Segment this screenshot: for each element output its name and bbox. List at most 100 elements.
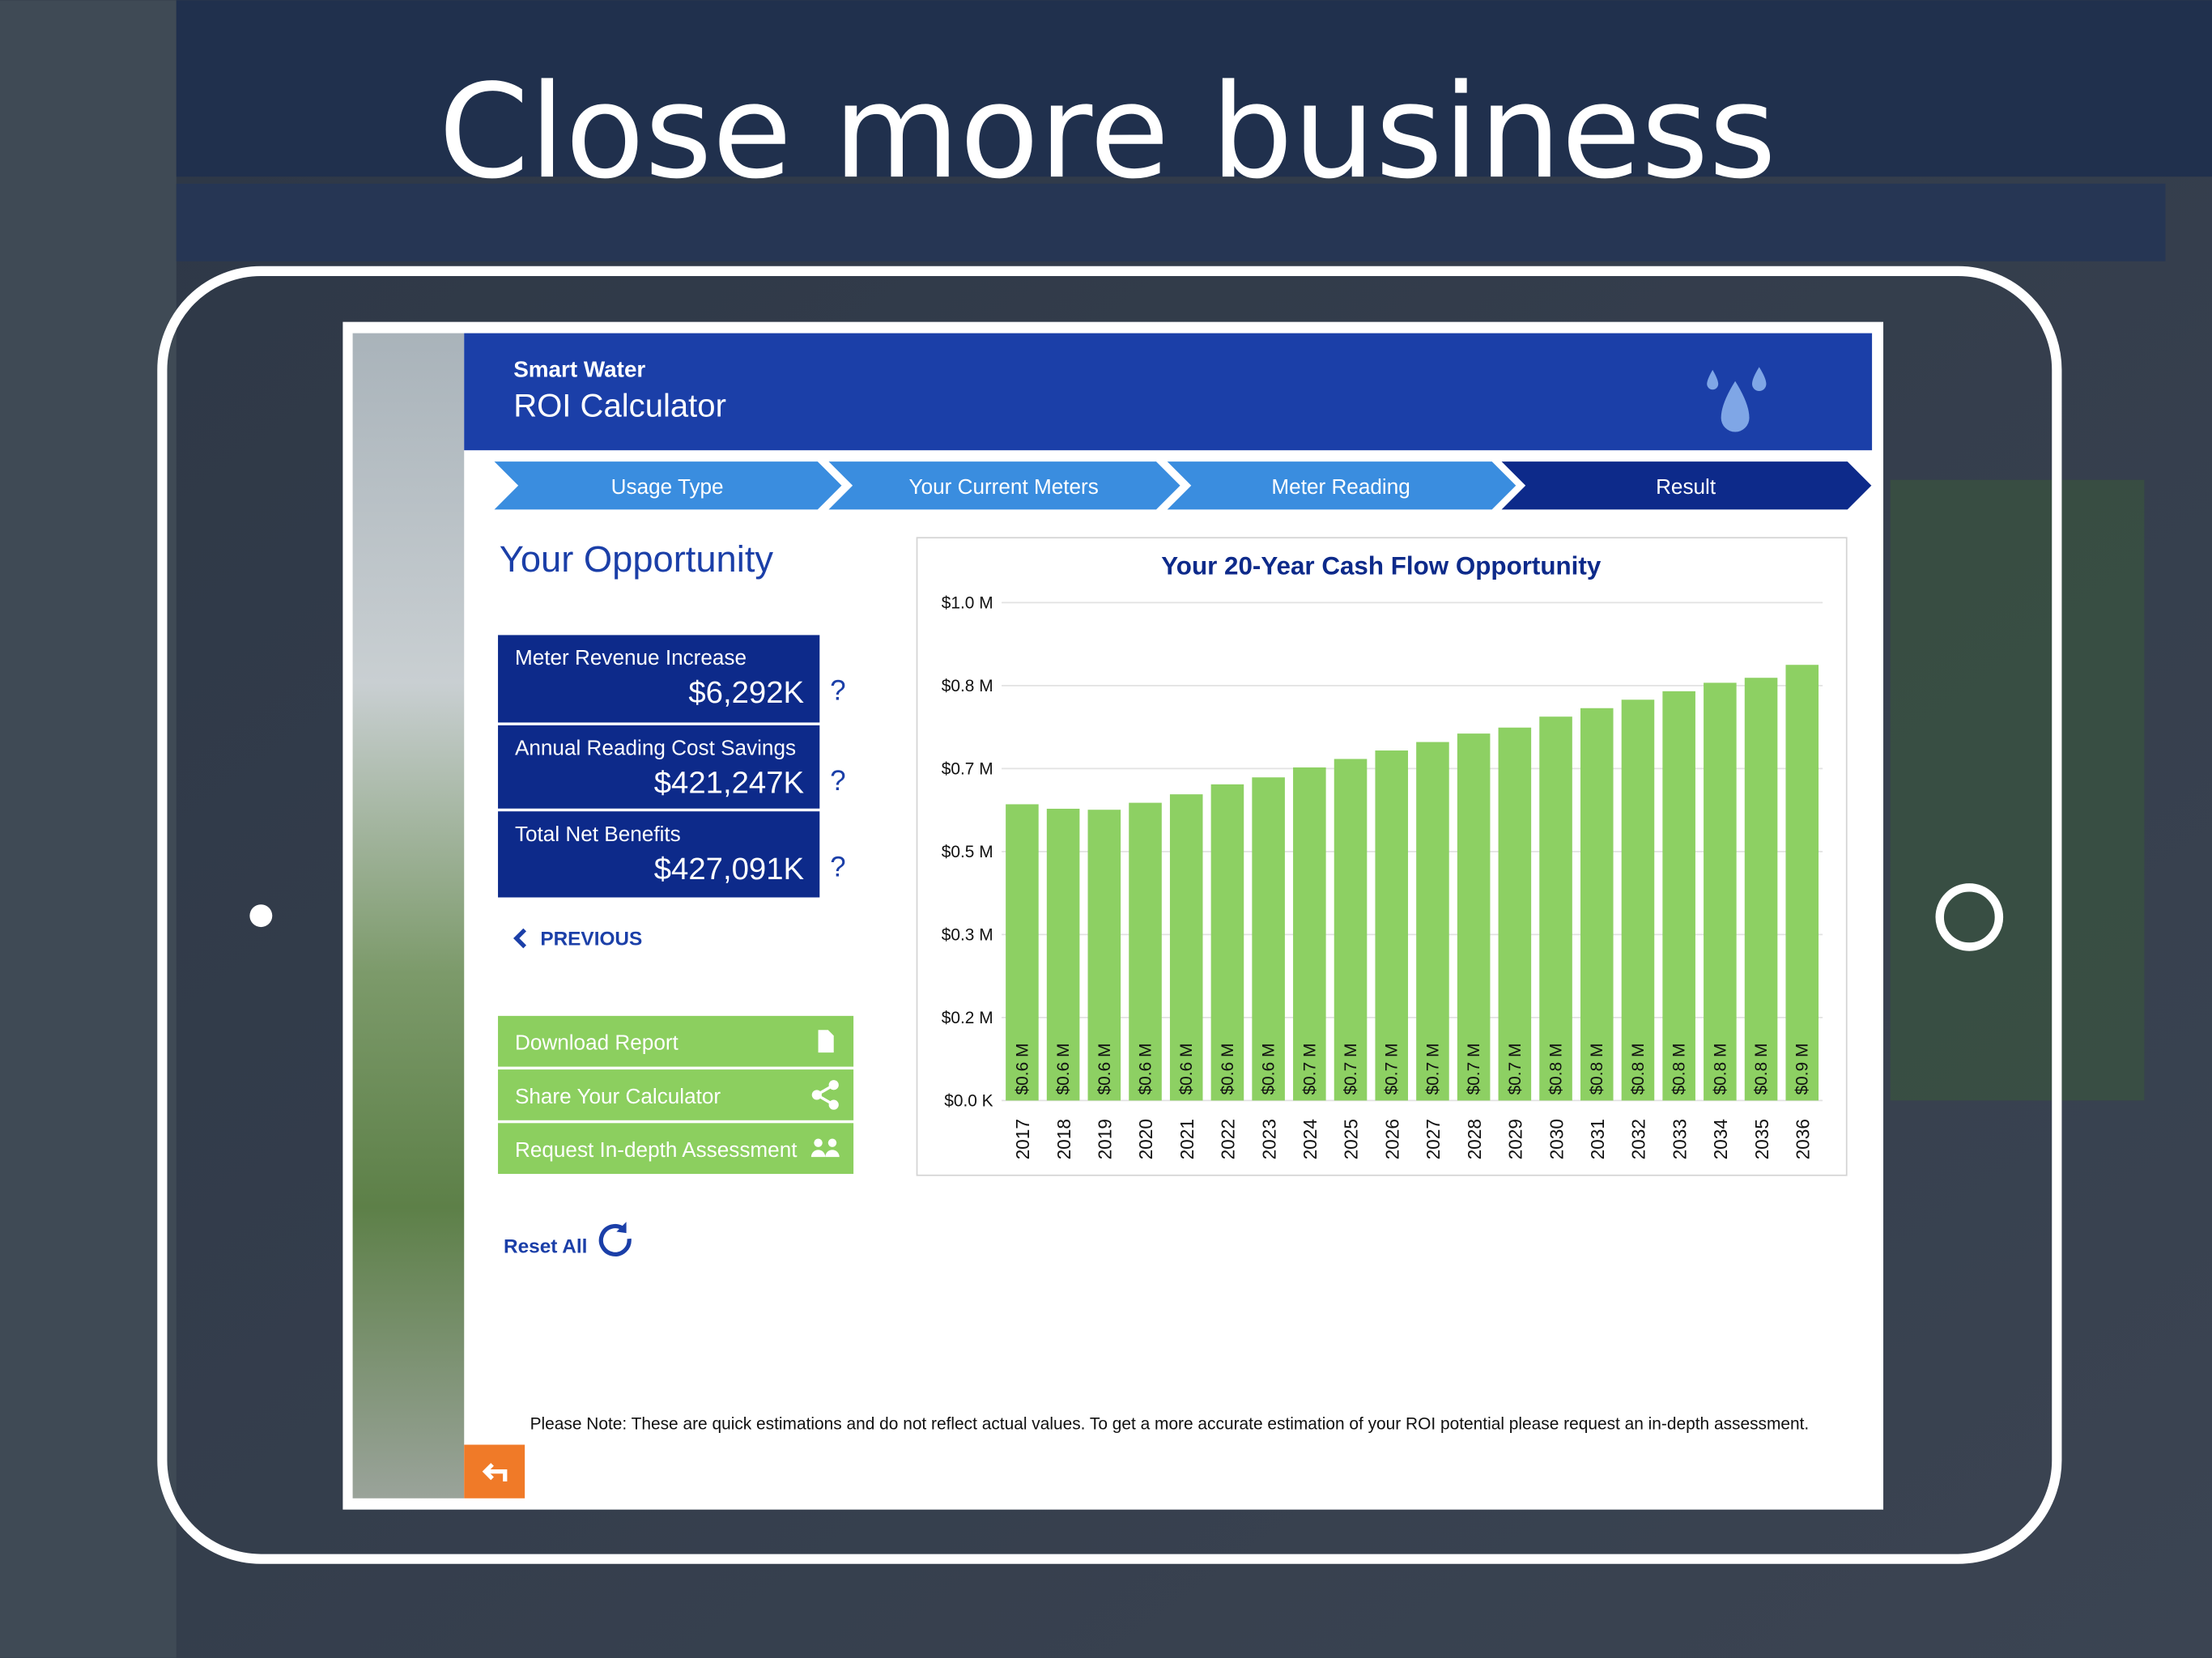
value-label: $0.7 M	[1383, 1044, 1402, 1095]
y-tick-label: $0.7 M	[942, 759, 993, 778]
action-button[interactable]: Share Your Calculator	[498, 1069, 854, 1120]
x-tick-label: 2022	[1218, 1119, 1239, 1159]
back-icon	[482, 1463, 508, 1482]
y-tick-label: $0.8 M	[942, 677, 993, 695]
x-tick-label: 2034	[1710, 1119, 1731, 1159]
action-bg	[498, 1015, 854, 1067]
y-tick-label: $0.5 M	[942, 843, 993, 861]
reset-button[interactable]: Reset All	[504, 1222, 632, 1258]
y-tick-label: $1.0 M	[942, 593, 993, 612]
x-tick-label: 2021	[1176, 1119, 1197, 1159]
bar	[1252, 777, 1285, 1101]
metric-value: $427,091K	[654, 852, 805, 886]
back-button[interactable]	[464, 1444, 525, 1499]
value-label: $0.6 M	[1177, 1044, 1196, 1095]
city-image	[352, 333, 465, 1499]
x-tick-label: 2019	[1095, 1119, 1116, 1159]
step-label: Your Current Meters	[909, 474, 1099, 499]
bar	[1169, 794, 1203, 1101]
drop	[1721, 380, 1750, 432]
metric-label: Total Net Benefits	[515, 822, 681, 846]
action-button[interactable]: Download Report	[498, 1015, 854, 1067]
bar	[1006, 804, 1039, 1101]
share-icon-node	[811, 1090, 822, 1100]
headline: Close more business	[439, 56, 1776, 207]
water-drops-icon	[1707, 367, 1767, 432]
tablet-frame	[157, 266, 2062, 1564]
x-tick-label: 2017	[1012, 1119, 1033, 1159]
metrics: Meter Revenue Increase$6,292K ?Annual Rea…	[498, 635, 846, 898]
value-label: $0.8 M	[1670, 1044, 1689, 1095]
x-tick-label: 2032	[1628, 1119, 1649, 1159]
x-tick-label: 2024	[1300, 1119, 1321, 1159]
previous-label: PREVIOUS	[540, 929, 642, 950]
metric-box	[498, 811, 820, 898]
drop	[1707, 369, 1719, 390]
value-label: $0.6 M	[1219, 1044, 1237, 1095]
metric: Annual Reading Cost Savings $421,247K?	[498, 725, 846, 809]
metric-box	[498, 635, 820, 723]
app-title: ROI Calculator	[513, 388, 726, 423]
y-tick-label: $0.3 M	[942, 925, 993, 944]
x-tick-label: 2036	[1792, 1119, 1813, 1159]
step[interactable]: Meter Reading	[1160, 458, 1521, 512]
reset-icon-arrow	[616, 1222, 627, 1234]
value-label: $0.7 M	[1423, 1044, 1442, 1095]
value-label: $0.7 M	[1342, 1044, 1360, 1095]
bar	[1087, 810, 1121, 1101]
bar	[1662, 691, 1695, 1101]
note: Please Note: These are quick estimations…	[530, 1414, 1810, 1433]
x-tick-label: 2025	[1341, 1119, 1362, 1159]
chart-title: Your 20-Year Cash Flow Opportunity	[1161, 552, 1602, 580]
x-tick-label: 2023	[1258, 1119, 1279, 1159]
step-arrow	[822, 458, 1185, 512]
value-label: $0.7 M	[1465, 1044, 1483, 1095]
reset-icon	[598, 1223, 632, 1256]
value-label: $0.6 M	[1013, 1044, 1032, 1095]
value-label: $0.9 M	[1793, 1044, 1812, 1095]
action-bg	[498, 1069, 854, 1120]
brand: Smart Water	[513, 357, 645, 382]
step[interactable]: Your Current Meters	[822, 458, 1185, 512]
value-label: $0.6 M	[1260, 1044, 1278, 1095]
actions: Download Report Share Your Calculator Requ…	[498, 1015, 854, 1175]
metric-box	[498, 725, 820, 809]
value-label: $0.7 M	[1506, 1044, 1525, 1095]
metric: Meter Revenue Increase $6,292K?	[498, 635, 846, 723]
help[interactable]: ?	[830, 851, 845, 882]
action-button[interactable]: Request In-depth Assessment	[498, 1123, 854, 1175]
value-label: $0.8 M	[1547, 1044, 1566, 1095]
x-tick-label: 2020	[1135, 1119, 1156, 1159]
people-icon-body	[810, 1150, 826, 1158]
x-tick-label: 2035	[1751, 1119, 1772, 1159]
tablet-camera	[249, 904, 273, 928]
previous-button[interactable]: PREVIOUS	[513, 928, 643, 950]
bar	[1580, 708, 1614, 1101]
step-arrow	[1495, 458, 1876, 512]
drop	[1751, 367, 1767, 392]
x-tick-label: 2029	[1505, 1119, 1526, 1159]
metric: Total Net Benefits $427,091K?	[498, 811, 846, 898]
share-icon-node	[828, 1080, 839, 1090]
bar	[1334, 759, 1368, 1101]
metric-label: Annual Reading Cost Savings	[515, 736, 796, 760]
bar	[1785, 665, 1819, 1101]
y-tick-label: $0.2 M	[942, 1009, 993, 1027]
background-steps	[176, 183, 2166, 261]
help[interactable]: ?	[830, 675, 845, 707]
value-label: $0.8 M	[1588, 1044, 1606, 1095]
help[interactable]: ?	[830, 765, 845, 797]
action-label: Share Your Calculator	[515, 1084, 721, 1108]
reset-label: Reset All	[504, 1236, 587, 1258]
bar	[1293, 767, 1326, 1101]
value-label: $0.8 M	[1711, 1044, 1729, 1095]
bar	[1744, 678, 1778, 1101]
step[interactable]: Usage Type	[487, 458, 846, 512]
value-label: $0.7 M	[1300, 1044, 1319, 1095]
value-label: $0.8 M	[1752, 1044, 1771, 1095]
steps: Usage Type Your Current Meters Meter Readi…	[487, 458, 1876, 512]
step[interactable]: Result	[1495, 458, 1876, 512]
bar	[1539, 716, 1572, 1101]
